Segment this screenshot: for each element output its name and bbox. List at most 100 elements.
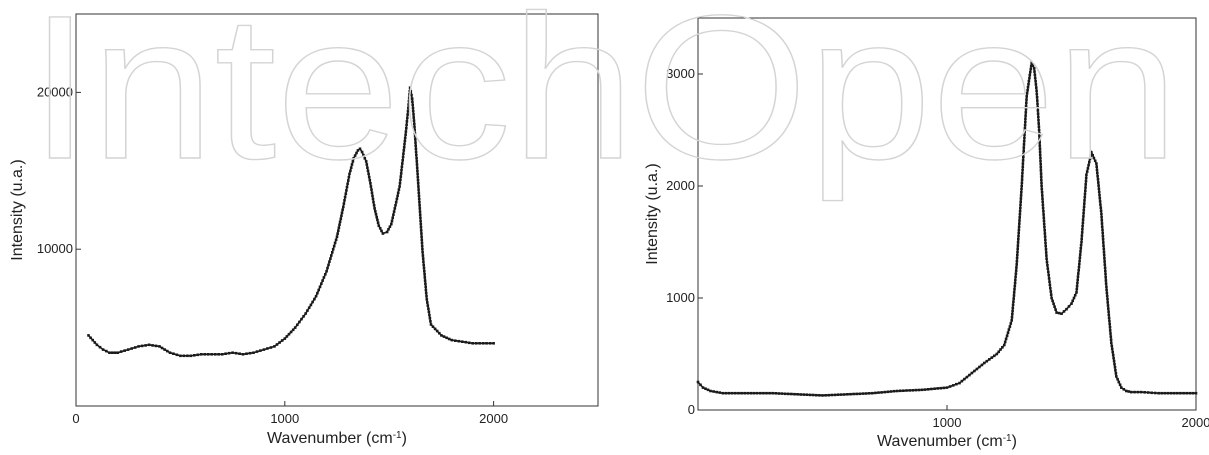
- data-point: [105, 349, 108, 353]
- data-point: [1037, 118, 1040, 122]
- data-point: [846, 393, 849, 396]
- data-point: [965, 375, 969, 379]
- data-point: [356, 149, 360, 152]
- data-point: [1022, 149, 1025, 153]
- data-point: [355, 151, 358, 155]
- data-point: [1105, 288, 1108, 292]
- data-point: [880, 391, 883, 394]
- data-point: [393, 207, 397, 210]
- data-point: [423, 279, 427, 282]
- data-point: [1172, 391, 1176, 395]
- data-point: [403, 136, 407, 140]
- data-point: [1041, 197, 1044, 200]
- data-point: [978, 365, 981, 369]
- data-point: [433, 327, 437, 331]
- data-point: [179, 354, 182, 358]
- data-point: [765, 391, 768, 395]
- data-point: [325, 269, 328, 273]
- data-point: [1083, 192, 1087, 196]
- data-point: [706, 388, 710, 392]
- data-point: [1150, 391, 1153, 395]
- data-point: [371, 194, 374, 198]
- data-point: [1018, 212, 1022, 216]
- data-point: [311, 300, 314, 304]
- data-point: [412, 116, 415, 119]
- data-point: [945, 386, 949, 389]
- data-point: [408, 93, 411, 96]
- data-point: [329, 257, 332, 260]
- data-point: [1105, 285, 1108, 289]
- data-point: [283, 337, 287, 340]
- data-point: [427, 307, 430, 311]
- data-point: [374, 212, 378, 216]
- data-points: [87, 86, 495, 358]
- data-point: [421, 251, 424, 254]
- data-point: [1071, 299, 1074, 303]
- data-point: [1076, 278, 1079, 282]
- data-point: [1079, 250, 1082, 253]
- data-point: [1045, 260, 1049, 264]
- data-point: [416, 175, 420, 179]
- data-point: [306, 309, 309, 312]
- data-point: [1143, 391, 1146, 394]
- data-point: [1042, 222, 1046, 226]
- x-tick-label: 2000: [1182, 415, 1209, 430]
- data-point: [89, 336, 92, 340]
- data-point: [783, 392, 787, 396]
- data-point: [1103, 266, 1107, 270]
- data-point: [1021, 171, 1024, 175]
- data-point: [1036, 102, 1039, 106]
- data-point: [374, 210, 377, 213]
- data-point: [392, 210, 396, 213]
- data-point: [1098, 196, 1102, 200]
- data-point: [1139, 390, 1143, 394]
- data-point: [1019, 197, 1023, 200]
- data-point: [861, 392, 865, 395]
- data-point: [481, 342, 485, 345]
- data-point: [1032, 67, 1036, 70]
- data-point: [1080, 231, 1084, 234]
- data-point: [1037, 128, 1041, 132]
- data-point: [1027, 82, 1030, 86]
- data-point: [387, 228, 390, 231]
- data-point: [1047, 277, 1051, 280]
- data-point: [1023, 130, 1026, 133]
- data-point: [821, 394, 824, 397]
- data-point: [424, 282, 427, 285]
- data-point: [699, 383, 702, 387]
- data-point: [933, 387, 936, 390]
- data-point: [346, 182, 349, 186]
- data-point: [91, 338, 94, 342]
- axis-ticks: 1000 2000 0 1000 2000 3000: [666, 66, 1209, 430]
- data-point: [337, 229, 340, 232]
- data-point: [1016, 244, 1020, 247]
- data-point: [1006, 331, 1010, 334]
- data-point: [889, 390, 893, 393]
- data-point: [1101, 238, 1105, 241]
- y-axis-label: Intensity (u.a.): [644, 163, 661, 264]
- data-point: [1047, 273, 1050, 277]
- data-point: [289, 330, 293, 334]
- data-point: [326, 266, 329, 270]
- data-point: [1042, 213, 1045, 216]
- data-point: [351, 160, 355, 163]
- data-point: [255, 350, 259, 353]
- data-point: [411, 103, 414, 107]
- data-point: [1041, 206, 1045, 210]
- data-point: [425, 298, 429, 301]
- data-point: [220, 353, 224, 356]
- data-point: [780, 392, 784, 395]
- data-point: [958, 381, 961, 385]
- data-point: [771, 391, 774, 395]
- data-point: [406, 116, 409, 120]
- data-point: [1083, 202, 1086, 205]
- data-point: [1108, 322, 1111, 326]
- data-point: [321, 279, 324, 282]
- data-point: [317, 288, 320, 292]
- data-point: [1194, 391, 1198, 395]
- data-point: [163, 348, 166, 351]
- data-point: [424, 291, 428, 295]
- data-point: [1097, 190, 1101, 194]
- data-point: [1102, 253, 1106, 257]
- data-point: [304, 312, 307, 315]
